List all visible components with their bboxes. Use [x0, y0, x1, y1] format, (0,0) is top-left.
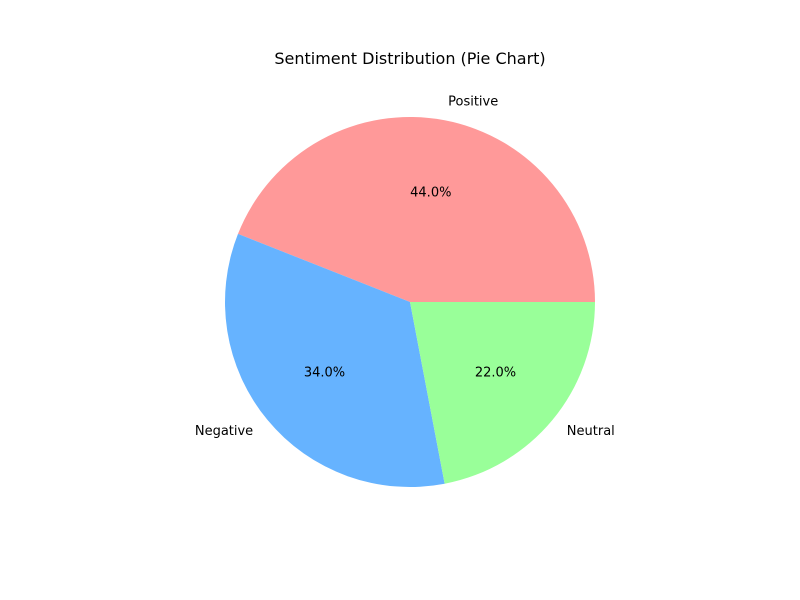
slice-pct-negative: 34.0%: [304, 365, 345, 380]
slice-label-positive: Positive: [448, 95, 498, 110]
slice-pct-neutral: 22.0%: [475, 365, 516, 380]
slice-pct-positive: 44.0%: [410, 185, 451, 200]
slice-label-negative: Negative: [195, 424, 253, 439]
pie-slice-negative: [224, 233, 445, 487]
pie-labels: Positive 44.0% Negative 34.0% Neutral 22.0%: [195, 95, 615, 440]
pie-slice-positive: [237, 116, 596, 302]
slice-label-neutral: Neutral: [567, 424, 615, 439]
chart-title: Sentiment Distribution (Pie Chart): [274, 49, 545, 68]
pie-slices: [224, 116, 596, 487]
pie-slice-neutral: [410, 302, 595, 484]
